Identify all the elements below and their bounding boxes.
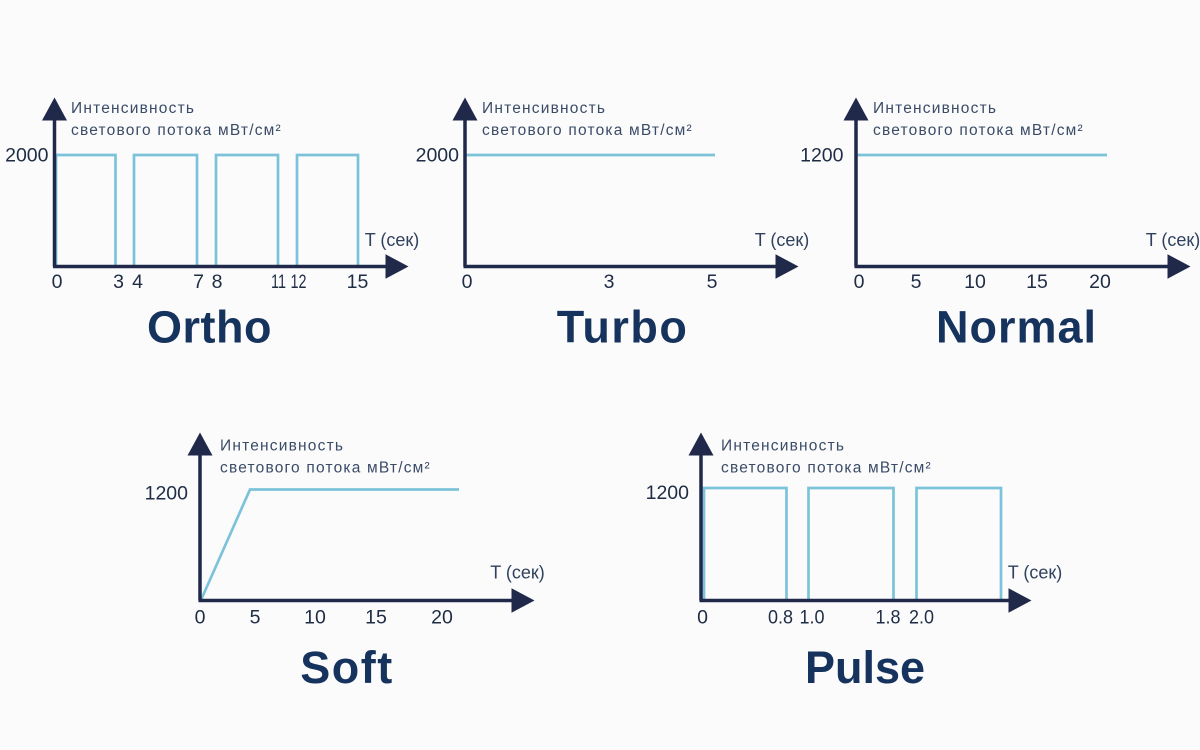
svg-text:1200: 1200: [646, 482, 690, 504]
svg-text:1200: 1200: [800, 145, 844, 167]
svg-text:2.0: 2.0: [909, 607, 934, 629]
svg-text:20: 20: [431, 607, 453, 629]
svg-text:15: 15: [347, 271, 369, 293]
svg-text:0: 0: [854, 271, 865, 293]
svg-text:8: 8: [212, 271, 223, 293]
svg-text:Ortho: Ortho: [147, 302, 272, 353]
svg-text:Интенсивность: Интенсивность: [220, 438, 344, 455]
svg-text:T (сек): T (сек): [490, 563, 545, 583]
svg-text:5: 5: [250, 607, 261, 629]
svg-text:Интенсивность: Интенсивность: [721, 438, 845, 455]
svg-text:T (сек): T (сек): [365, 230, 420, 250]
svg-text:1200: 1200: [145, 483, 189, 505]
svg-text:7: 7: [193, 271, 204, 293]
svg-text:T (сек): T (сек): [755, 230, 810, 250]
svg-text:Интенсивность: Интенсивность: [873, 100, 997, 117]
svg-text:4: 4: [132, 271, 143, 293]
svg-text:1.8: 1.8: [876, 607, 901, 629]
svg-text:12: 12: [291, 271, 307, 293]
svg-text:15: 15: [1026, 271, 1048, 293]
svg-text:1.0: 1.0: [800, 607, 825, 629]
svg-text:Normal: Normal: [936, 302, 1097, 353]
svg-text:3: 3: [113, 271, 124, 293]
svg-text:15: 15: [365, 607, 387, 629]
svg-text:3: 3: [604, 271, 615, 293]
svg-text:0: 0: [52, 271, 63, 293]
svg-text:Soft: Soft: [300, 642, 393, 693]
svg-text:10: 10: [964, 271, 986, 293]
svg-text:5: 5: [707, 271, 718, 293]
svg-text:2000: 2000: [416, 145, 460, 167]
svg-text:2000: 2000: [5, 145, 49, 167]
svg-text:20: 20: [1089, 271, 1111, 293]
svg-text:Интенсивность: Интенсивность: [482, 100, 606, 117]
svg-text:светового потока мВт/см²: светового потока мВт/см²: [220, 460, 431, 477]
svg-text:10: 10: [304, 607, 326, 629]
svg-text:Pulse: Pulse: [805, 642, 925, 693]
svg-text:11: 11: [271, 271, 286, 293]
svg-text:Turbo: Turbo: [557, 302, 689, 353]
svg-text:0: 0: [697, 607, 708, 629]
svg-text:T (сек): T (сек): [1008, 563, 1063, 583]
svg-text:0: 0: [195, 607, 206, 629]
svg-text:светового потока мВт/см²: светового потока мВт/см²: [873, 122, 1084, 139]
svg-text:светового потока мВт/см²: светового потока мВт/см²: [721, 460, 932, 477]
svg-text:Интенсивность: Интенсивность: [71, 100, 195, 117]
svg-text:0.8: 0.8: [768, 607, 793, 629]
svg-text:светового потока мВт/см²: светового потока мВт/см²: [482, 122, 693, 139]
svg-text:0: 0: [462, 271, 473, 293]
svg-text:светового потока мВт/см²: светового потока мВт/см²: [71, 122, 282, 139]
svg-text:T (сек): T (сек): [1146, 230, 1200, 250]
svg-text:5: 5: [911, 271, 922, 293]
